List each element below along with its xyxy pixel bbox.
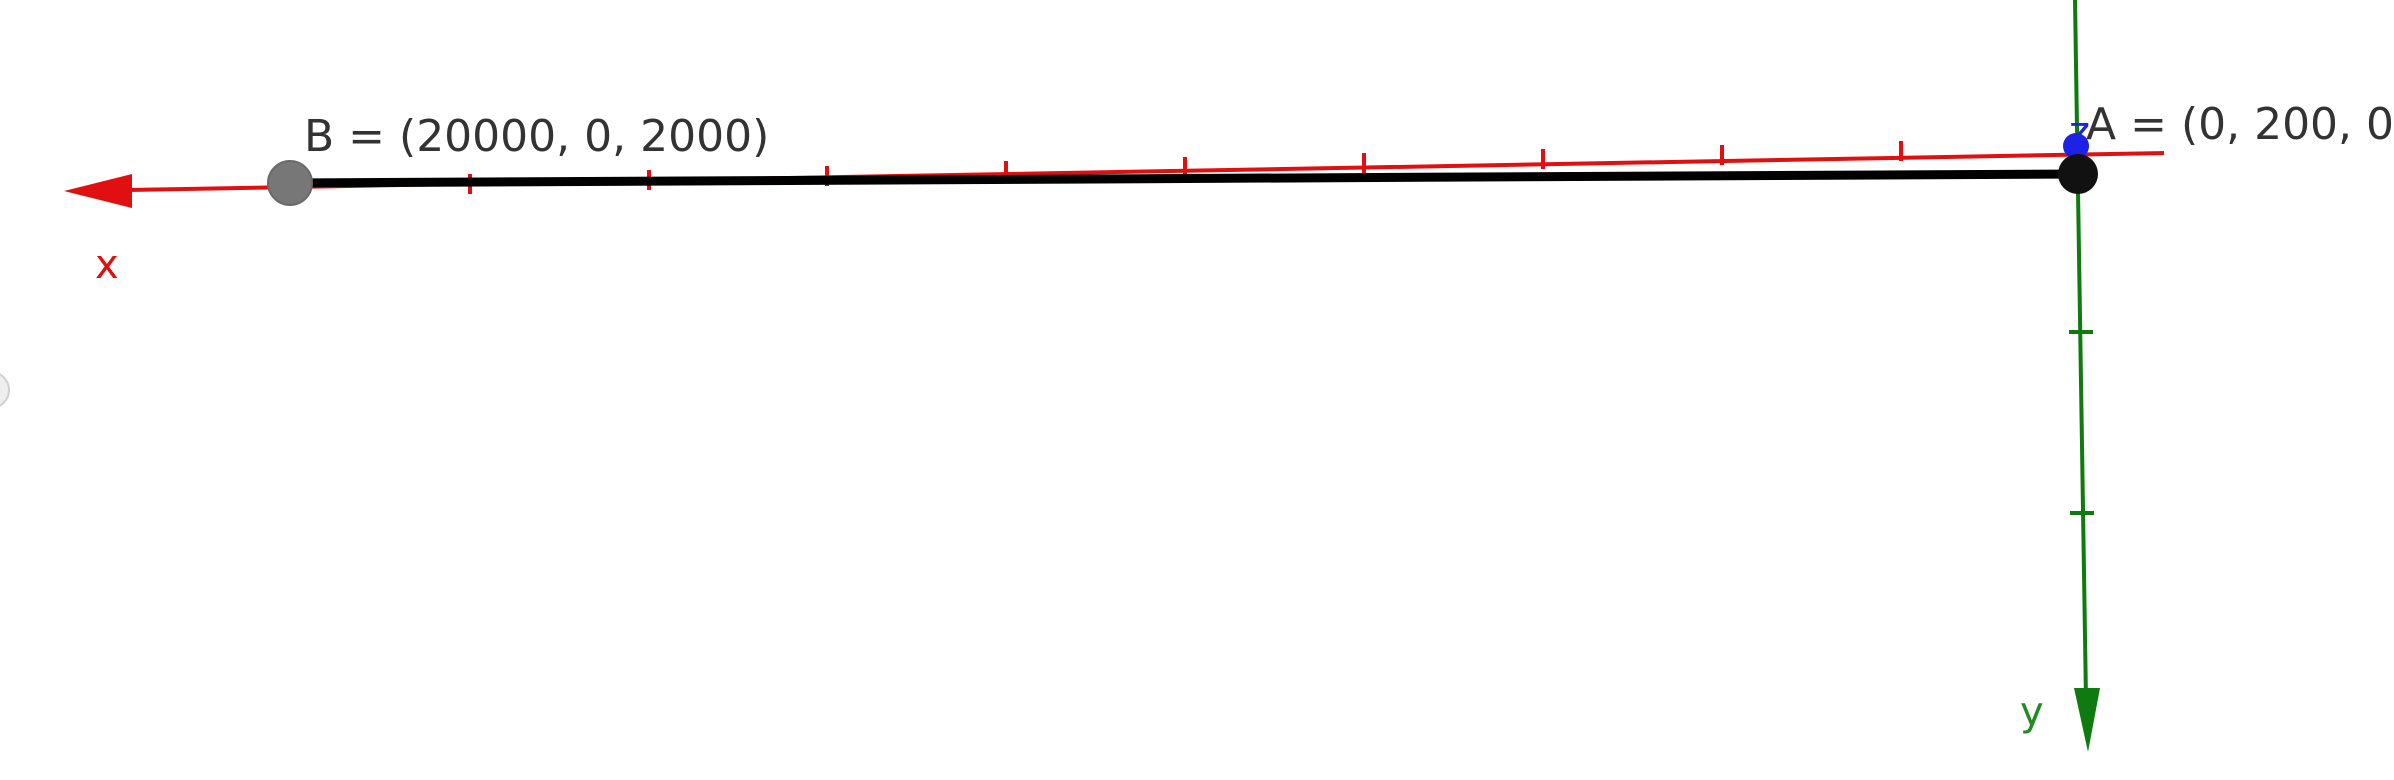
- point-a-label: A = (0, 200, 0): [2086, 99, 2394, 150]
- point-b-label: B = (20000, 0, 2000): [304, 111, 769, 162]
- edge-handle[interactable]: [0, 372, 10, 408]
- x-axis-arrow: [64, 174, 132, 208]
- x-axis-label: x: [95, 242, 119, 288]
- segment-ab[interactable]: [285, 169, 2083, 188]
- y-axis-arrow: [2074, 688, 2100, 752]
- z-axis-label: z: [2069, 109, 2090, 155]
- point-b[interactable]: [267, 160, 313, 206]
- y-axis[interactable]: [2073, 0, 2088, 701]
- z-axis-marker[interactable]: [2063, 133, 2089, 159]
- y-axis-label: y: [2020, 689, 2044, 735]
- point-a[interactable]: [2058, 154, 2098, 194]
